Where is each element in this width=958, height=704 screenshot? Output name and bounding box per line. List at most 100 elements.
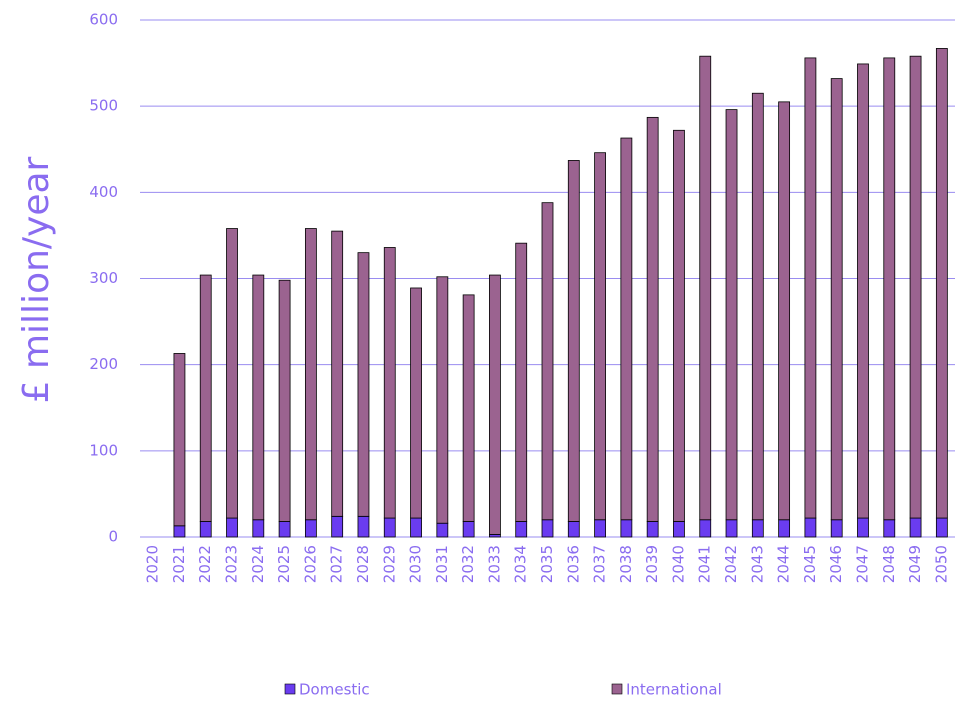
x-tick-label: 2047 (853, 545, 871, 583)
bar-segment (410, 287, 422, 519)
bar-segment (751, 519, 764, 538)
bar-segment (226, 228, 238, 519)
bar-segment (751, 92, 764, 521)
bar-segment (594, 152, 606, 521)
x-tick-label: 2039 (643, 545, 661, 583)
bar-segment (541, 202, 554, 521)
x-tick-label: 2022 (196, 545, 214, 583)
legend-swatch (284, 683, 296, 695)
bar-segment (357, 252, 370, 517)
bar-segment (331, 230, 344, 517)
bar-segment (673, 129, 685, 522)
x-tick-label: 2038 (617, 545, 635, 583)
x-tick-label: 2028 (354, 545, 372, 583)
x-tick-label: 2049 (906, 545, 924, 583)
bar-segment (646, 521, 659, 538)
x-tick-label: 2025 (275, 545, 293, 583)
x-tick-label: 2045 (801, 545, 819, 583)
bar-segment (410, 517, 422, 538)
bar-segment (541, 519, 554, 538)
x-tick-label: 2040 (669, 545, 687, 583)
bar-segment (383, 247, 396, 519)
bar-segment (804, 57, 817, 519)
bar-segment (436, 522, 449, 538)
bar-segment (646, 116, 659, 522)
bar-segment (462, 521, 475, 538)
bar-segment (304, 519, 317, 538)
x-tick-label: 2023 (223, 545, 241, 583)
bar-segment (935, 48, 948, 519)
legend-swatch (611, 683, 623, 695)
x-tick-label: 2030 (407, 545, 425, 583)
bar-segment (725, 519, 738, 538)
x-tick-label: 2034 (512, 545, 530, 583)
bar-segment (278, 521, 291, 538)
bar-segment (830, 78, 843, 521)
bar-segment (489, 274, 501, 535)
bar-segment (278, 279, 291, 522)
bar-segment (804, 517, 817, 538)
y-tick-label: 500 (89, 97, 118, 115)
x-tick-label: 2037 (591, 545, 609, 583)
bar-segment (173, 525, 186, 538)
bar-segment (252, 519, 265, 538)
bar-segment (515, 521, 528, 538)
bar-segment (594, 519, 606, 538)
x-tick-label: 2046 (827, 545, 845, 583)
x-tick-label: 2026 (301, 545, 319, 583)
bar-segment (515, 242, 528, 522)
x-tick-label: 2027 (328, 545, 346, 583)
bar-segment (935, 517, 948, 538)
bar-segment (567, 160, 580, 522)
bar-segment (883, 57, 896, 521)
bar-segment (620, 519, 633, 538)
bar-segment (436, 276, 449, 524)
legend-label: International (626, 681, 722, 699)
bar-segment (199, 521, 212, 538)
y-tick-label: 0 (108, 528, 118, 546)
bar-segment (778, 101, 791, 521)
bar-segment (699, 519, 712, 538)
x-tick-label: 2050 (932, 545, 950, 583)
x-tick-label: 2043 (748, 545, 766, 583)
bar-segment (357, 515, 370, 538)
x-tick-label: 2033 (485, 545, 503, 583)
bar-segment (226, 517, 238, 538)
bar-segment (909, 517, 922, 538)
y-tick-label: 100 (89, 441, 118, 459)
y-axis-label: £ million/year (16, 156, 57, 403)
bar-segment (383, 517, 396, 538)
bar-segment (699, 55, 712, 521)
bar-segment (883, 519, 896, 538)
x-tick-label: 2021 (170, 545, 188, 583)
x-tick-label: 2035 (538, 545, 556, 583)
x-tick-label: 2042 (722, 545, 740, 583)
legend-label: Domestic (299, 681, 370, 699)
x-tick-label: 2032 (459, 545, 477, 583)
y-tick-label: 200 (89, 355, 118, 373)
x-tick-label: 2029 (380, 545, 398, 583)
bar-segment (620, 137, 633, 521)
bar-segment (778, 519, 791, 538)
y-tick-label: 400 (89, 183, 118, 201)
bar-segment (857, 63, 869, 519)
x-tick-label: 2044 (775, 545, 793, 583)
bar-segment (725, 109, 738, 521)
bar-segment (567, 521, 580, 538)
bar-segment (173, 353, 186, 527)
x-tick-label: 2020 (144, 545, 162, 583)
bar-segment (830, 519, 843, 538)
x-tick-label: 2048 (880, 545, 898, 583)
bar-segment (331, 515, 344, 538)
bar-segment (673, 521, 685, 538)
bar-segment (857, 517, 869, 538)
bar-segment (252, 274, 265, 521)
y-tick-label: 300 (89, 269, 118, 287)
x-tick-label: 2031 (433, 545, 451, 583)
x-tick-label: 2041 (696, 545, 714, 583)
bar-segment (304, 228, 317, 521)
bar-segment (462, 294, 475, 522)
x-tick-label: 2024 (249, 545, 267, 583)
x-tick-label: 2036 (564, 545, 582, 583)
